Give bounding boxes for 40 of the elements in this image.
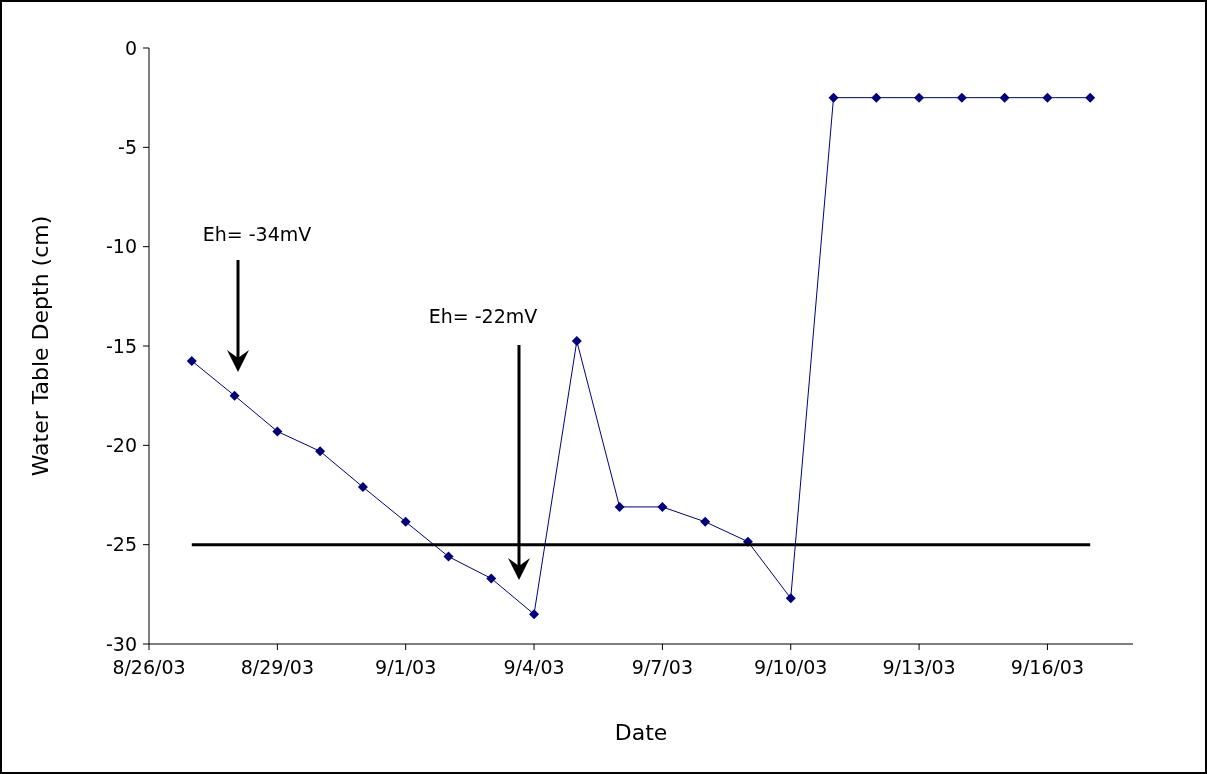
point — [571, 336, 582, 347]
point — [529, 609, 540, 620]
point — [315, 446, 326, 457]
point — [785, 593, 796, 604]
point — [999, 92, 1010, 103]
point — [914, 92, 925, 103]
x-tick-label: 9/13/03 — [882, 656, 956, 678]
y-tick-label: -10 — [105, 235, 137, 258]
point — [272, 426, 283, 437]
annotation: Eh= -22mV — [428, 305, 538, 327]
y-tick-label: -20 — [105, 433, 137, 456]
y-tick-label: 0 — [124, 36, 137, 59]
y-axis-title: Water Table Depth (cm) — [28, 215, 53, 477]
point — [871, 92, 882, 103]
y-tick-label: -15 — [105, 334, 137, 357]
point — [357, 482, 368, 493]
x-tick-label: 8/29/03 — [240, 656, 314, 678]
point — [486, 573, 497, 584]
point — [443, 551, 454, 562]
point — [657, 501, 668, 512]
x-tick-label: 9/1/03 — [375, 656, 437, 678]
x-tick-label: 9/10/03 — [754, 656, 828, 678]
y-tick-label: -5 — [118, 135, 137, 158]
point — [700, 516, 711, 527]
point — [1042, 92, 1053, 103]
point — [186, 355, 197, 366]
annotation: Eh= -34mV — [202, 223, 312, 245]
x-axis-title: Date — [614, 720, 668, 745]
point — [1085, 92, 1096, 103]
point — [956, 92, 967, 103]
x-tick-label: 8/26/03 — [112, 656, 186, 678]
x-tick-label: 9/16/03 — [1010, 656, 1085, 678]
x-tick-label: 9/7/03 — [631, 656, 693, 678]
point — [828, 92, 839, 103]
point — [614, 501, 625, 512]
x-tick-label: 9/4/03 — [503, 656, 565, 678]
y-tick-label: -25 — [105, 533, 137, 556]
point — [400, 516, 411, 527]
y-tick-label: -30 — [105, 632, 137, 655]
point — [229, 390, 240, 401]
